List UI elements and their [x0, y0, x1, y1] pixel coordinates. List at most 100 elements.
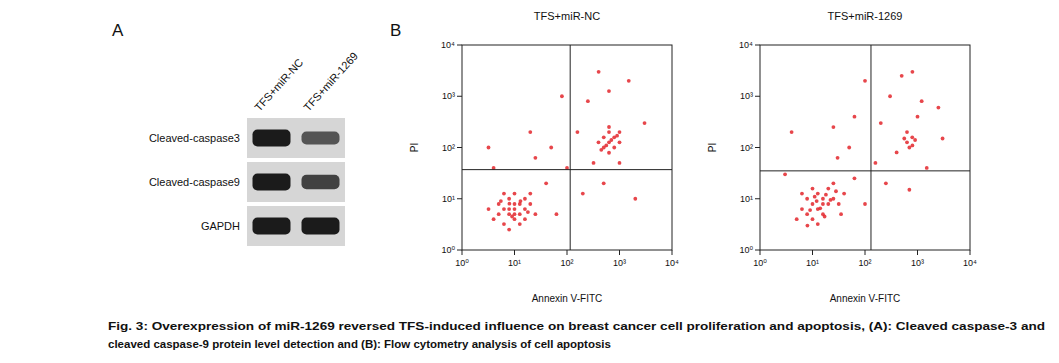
- event-point: [853, 115, 857, 119]
- y-tick: [457, 250, 462, 251]
- event-point: [508, 202, 512, 206]
- event-point: [823, 215, 827, 219]
- event-point: [888, 94, 892, 98]
- gate-horizontal: [462, 169, 672, 170]
- event-point: [824, 193, 828, 197]
- event-point: [602, 135, 606, 139]
- event-point: [813, 195, 817, 199]
- scatter-plot: TFS+miR-NC10⁰10¹10²10³10⁴10⁰10¹10²10³10⁴…: [409, 10, 679, 304]
- event-point: [523, 217, 527, 221]
- x-axis-label: Annexin V-FITC: [532, 293, 603, 304]
- y-tick: [755, 147, 760, 148]
- y-tick: [755, 96, 760, 97]
- row-label: Cleaved-caspase9: [149, 176, 240, 188]
- event-point: [518, 222, 522, 226]
- y-tick: [755, 250, 760, 251]
- event-point: [627, 79, 631, 83]
- blot-strip: [247, 206, 345, 246]
- plot-title: TFS+miR-NC: [534, 10, 600, 22]
- event-point: [499, 199, 503, 203]
- panel-label: B: [390, 21, 401, 40]
- event-point: [821, 197, 825, 201]
- event-point: [795, 217, 799, 221]
- event-point: [502, 222, 506, 226]
- band: [302, 132, 340, 145]
- y-tick-label: 10¹: [740, 194, 753, 204]
- event-point: [487, 207, 491, 211]
- x-tick: [917, 250, 918, 255]
- event-point: [592, 161, 596, 165]
- x-tick-label: 10²: [858, 258, 871, 268]
- event-point: [549, 146, 553, 150]
- x-tick-label: 10³: [911, 258, 924, 268]
- y-tick: [457, 147, 462, 148]
- event-point: [510, 215, 514, 219]
- event-point: [519, 199, 523, 203]
- event-point: [612, 146, 616, 150]
- blot-strip: [247, 162, 345, 202]
- event-point: [618, 130, 622, 134]
- event-point: [905, 130, 909, 134]
- event-point: [916, 115, 920, 119]
- y-tick-label: 10⁴: [739, 40, 753, 50]
- event-point: [831, 181, 835, 185]
- plot-frame: [760, 45, 970, 250]
- gate-vertical: [570, 45, 571, 250]
- y-tick: [755, 45, 760, 46]
- x-tick-label: 10¹: [508, 258, 521, 268]
- event-point: [581, 192, 585, 196]
- event-point: [633, 197, 637, 201]
- x-tick: [514, 250, 515, 255]
- event-point: [853, 176, 857, 180]
- event-point: [913, 138, 917, 142]
- event-point: [911, 70, 915, 74]
- event-point: [597, 70, 601, 74]
- event-point: [821, 202, 825, 206]
- y-tick-label: 10³: [442, 91, 455, 101]
- y-tick-label: 10¹: [442, 194, 455, 204]
- event-point: [607, 89, 611, 93]
- event-point: [609, 138, 613, 142]
- event-point: [911, 143, 915, 147]
- event-point: [920, 99, 924, 103]
- event-point: [599, 148, 603, 152]
- event-point: [831, 125, 835, 129]
- event-point: [842, 192, 846, 196]
- event-point: [879, 121, 883, 125]
- event-point: [513, 192, 517, 196]
- event-point: [829, 198, 833, 202]
- row-label: Cleaved-caspase3: [149, 132, 240, 144]
- event-point: [863, 79, 867, 83]
- event-point: [815, 199, 819, 203]
- event-point: [502, 207, 506, 211]
- event-point: [507, 207, 511, 211]
- event-point: [816, 222, 820, 226]
- event-point: [487, 146, 491, 150]
- event-point: [528, 130, 532, 134]
- event-point: [518, 212, 522, 216]
- y-tick-label: 10⁰: [441, 245, 455, 255]
- y-tick-label: 10²: [442, 143, 455, 153]
- event-point: [618, 140, 622, 144]
- event-point: [818, 206, 822, 210]
- event-point: [826, 187, 830, 191]
- x-tick-label: 10⁰: [753, 258, 767, 268]
- event-point: [533, 212, 537, 216]
- x-tick-label: 10⁴: [963, 258, 977, 268]
- event-point: [847, 146, 851, 150]
- panel-label: A: [112, 21, 124, 40]
- gate-vertical: [870, 45, 871, 250]
- event-point: [615, 134, 619, 138]
- event-point: [607, 151, 611, 155]
- y-tick: [457, 45, 462, 46]
- event-point: [497, 212, 501, 216]
- lane-label: TFS+miR-NC: [252, 56, 305, 113]
- event-point: [576, 130, 580, 134]
- x-tick: [619, 250, 620, 255]
- event-point: [643, 121, 647, 125]
- x-tick: [812, 250, 813, 255]
- event-point: [811, 202, 815, 206]
- y-axis-label: PI: [707, 143, 718, 152]
- marks: [462, 45, 672, 250]
- event-point: [604, 143, 608, 147]
